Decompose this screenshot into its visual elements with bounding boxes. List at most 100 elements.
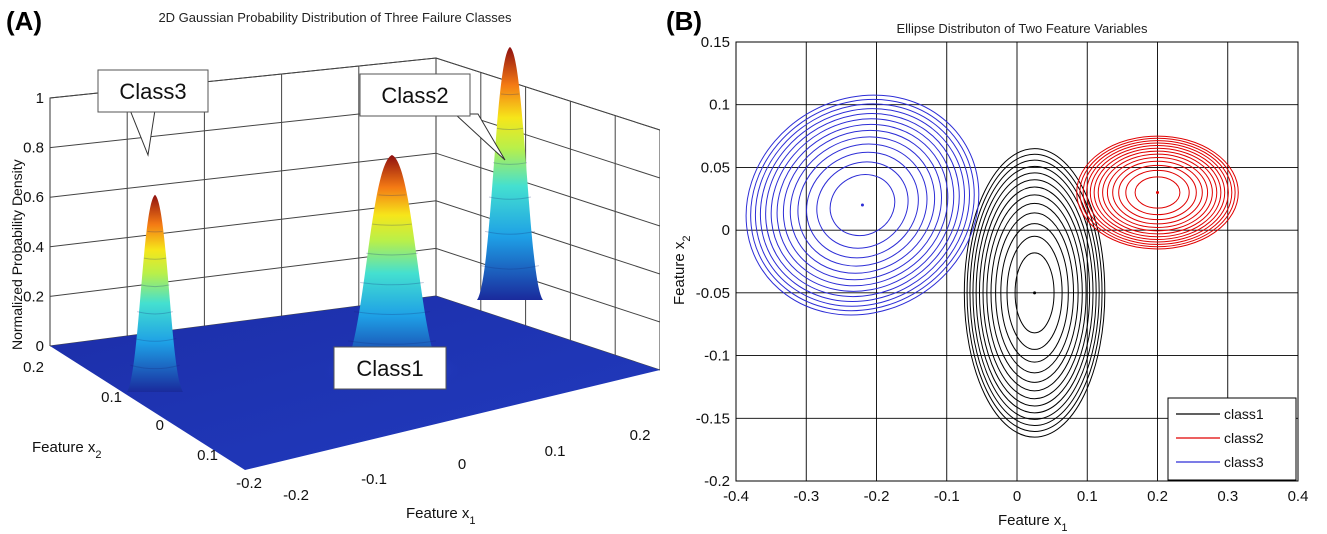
x-tick-label: -0.1	[934, 488, 960, 505]
class1-center	[1033, 291, 1037, 295]
class3-peak	[127, 194, 183, 392]
x-axis-label-sub: 1	[469, 515, 475, 527]
class3-contours	[745, 94, 980, 316]
class3-contour	[754, 103, 970, 307]
class2-contour	[1076, 135, 1239, 250]
y-tick-label: -0.2	[236, 475, 262, 492]
x-tick-label: 0.2	[630, 427, 651, 444]
x-tick-label: -0.4	[723, 488, 749, 505]
class2-contour	[1082, 140, 1233, 245]
class3-contour	[782, 129, 942, 281]
z-tick-label: 0	[36, 338, 44, 355]
plot-frame	[735, 41, 1299, 482]
x-axis-label-sub: 1	[1061, 522, 1067, 534]
x-tick-label: -0.1	[361, 471, 387, 488]
y-tick-label: 0.15	[701, 34, 730, 51]
y-tick-label: -0.1	[704, 348, 730, 365]
z-tick-label: 1	[36, 90, 44, 107]
surface-plot: (A) 2D Gaussian Probability Distribution…	[6, 6, 660, 527]
z-tick-label: 0.4	[23, 239, 44, 256]
y-tick-label: 0.1	[709, 97, 730, 114]
x-axis-label: Feature x1	[406, 505, 476, 527]
class1-contour	[978, 179, 1091, 407]
class2-contour	[1086, 142, 1229, 243]
class1-contour	[990, 202, 1079, 383]
class2-center	[1156, 191, 1159, 195]
class3-contour	[806, 151, 919, 259]
panel-b: (B) Ellipse Distributon of Two Feature V…	[660, 0, 1327, 534]
z-tick-label: 0.6	[23, 189, 44, 206]
legend: class1 class2 class3	[1167, 397, 1297, 481]
x-tick-label: 0	[1013, 488, 1021, 505]
class1-contour	[963, 148, 1106, 438]
class2-contour	[1112, 160, 1203, 225]
class2-contour	[1089, 145, 1226, 240]
z-gridline	[49, 247, 660, 323]
class1-peak	[342, 154, 442, 370]
class3-contour	[750, 98, 975, 312]
class3-contour	[770, 118, 955, 292]
class2-label: Class2	[381, 83, 448, 108]
class3-contour	[797, 143, 928, 267]
class1-label: Class1	[356, 356, 423, 381]
y-axis-label-sub: 2	[95, 449, 101, 461]
y-axis-label: Feature x2	[32, 439, 102, 461]
class1-contour	[982, 186, 1087, 400]
class3-contour	[759, 108, 965, 302]
class2-contour	[1134, 176, 1181, 209]
legend-label-class3: class3	[1224, 454, 1264, 470]
class3-callout: Class3	[97, 69, 209, 157]
x-tick-label: 0.4	[1288, 488, 1309, 505]
x-axis-label: Feature x1	[998, 512, 1068, 534]
class3-contour	[745, 94, 980, 316]
panel-a-label: (A)	[6, 6, 42, 36]
x-tick-label: -0.2	[864, 488, 890, 505]
x-tick-label: 0.2	[1147, 488, 1168, 505]
class1-contour	[972, 165, 1097, 420]
z-tick-label: 0.8	[23, 140, 44, 157]
class3-contour	[776, 123, 949, 287]
y-tick-label: 0.2	[23, 359, 44, 376]
class2-contour	[1093, 147, 1222, 238]
y-tick-label: -0.2	[704, 473, 730, 490]
z-tick-label: 0.2	[23, 288, 44, 305]
legend-label-class1: class1	[1224, 406, 1264, 422]
class1-contour	[1014, 252, 1055, 334]
class1-contour	[969, 159, 1100, 427]
class3-contour	[829, 174, 896, 237]
class3-contour	[789, 136, 936, 274]
class1-contour	[986, 194, 1083, 392]
x-tick-label: 0	[458, 456, 466, 473]
panel-b-label: (B)	[666, 6, 702, 36]
class3-center	[860, 203, 864, 207]
legend-label-class2: class2	[1224, 430, 1264, 446]
contour-plot: (B) Ellipse Distributon of Two Feature V…	[666, 6, 1309, 534]
class1-contours	[963, 148, 1106, 438]
panel-a: (A) 2D Gaussian Probability Distribution…	[0, 0, 660, 534]
z-axis-label: Normalized Probability Density	[9, 159, 25, 350]
chart-b-title: Ellipse Distributon of Two Feature Varia…	[897, 21, 1148, 36]
y-tick-label: 0	[156, 417, 164, 434]
class2-contour	[1106, 157, 1209, 229]
x-tick-label: -0.2	[283, 487, 309, 504]
y-tick-label: 0.1	[197, 447, 218, 464]
x-tick-label: 0.1	[545, 443, 566, 460]
class2-contour	[1102, 153, 1213, 232]
chart-a-title: 2D Gaussian Probability Distribution of …	[158, 10, 512, 25]
x-tick-label: 0.1	[1077, 488, 1098, 505]
class1-contour	[1006, 235, 1063, 350]
z-gridline	[49, 152, 660, 227]
y-tick-label: 0.05	[701, 159, 730, 176]
class3-contour	[816, 161, 909, 249]
class1-callout: Class1	[333, 346, 447, 390]
class2-callout: Class2	[359, 73, 506, 161]
y-axis-label-sub: 2	[681, 236, 693, 242]
y-tick-label: -0.15	[696, 410, 730, 427]
x-tick-label: 0.3	[1217, 488, 1238, 505]
z-gridline	[49, 200, 660, 275]
y-tick-label: -0.05	[696, 285, 730, 302]
class3-contour	[765, 113, 960, 298]
class1-contour	[995, 212, 1075, 374]
class1-contour	[1000, 223, 1069, 363]
y-tick-label: 0	[722, 222, 730, 239]
